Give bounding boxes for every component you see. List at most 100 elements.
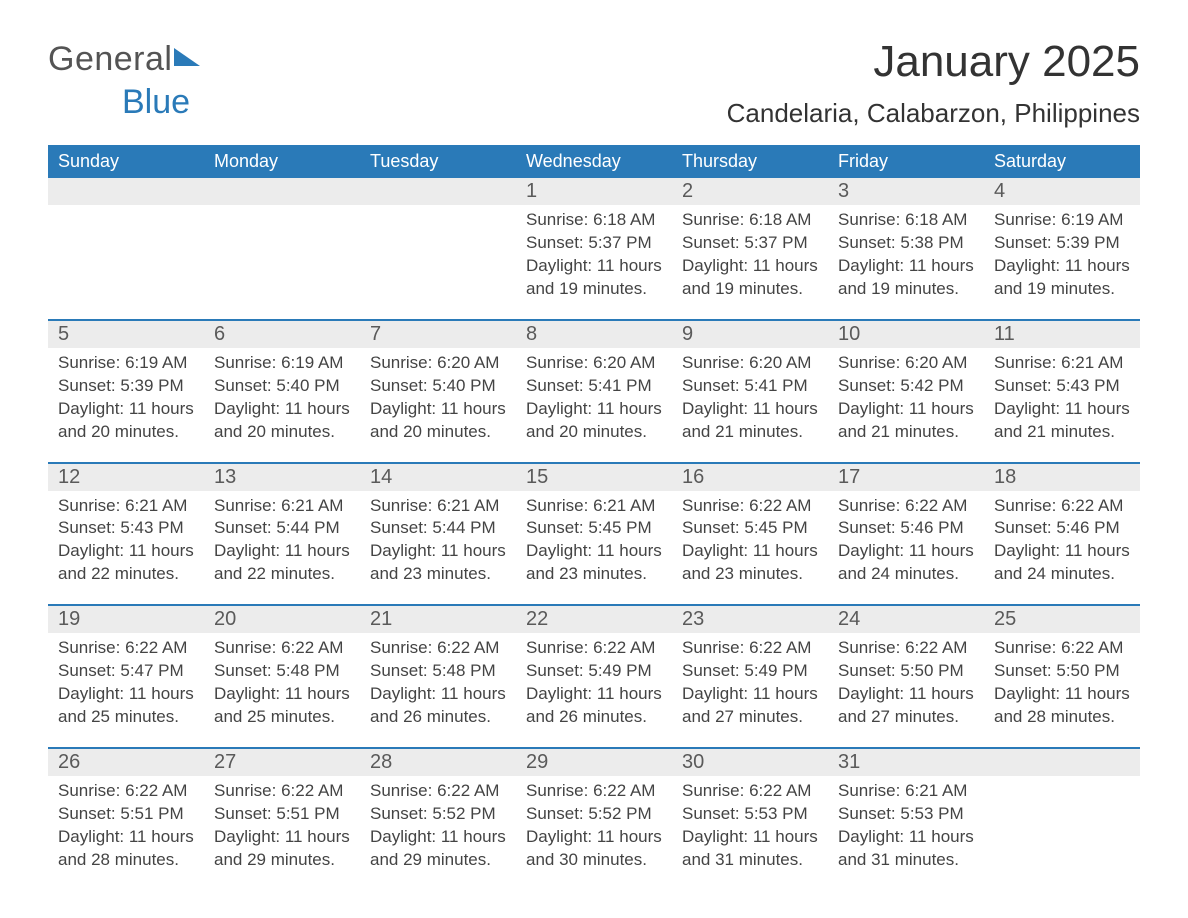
daylight-line: Daylight: 11 hours and 23 minutes.	[526, 540, 662, 586]
sunset-line: Sunset: 5:53 PM	[838, 803, 974, 826]
day-cell: Sunrise: 6:22 AMSunset: 5:50 PMDaylight:…	[984, 633, 1140, 729]
sunrise-line: Sunrise: 6:22 AM	[214, 637, 350, 660]
titles: January 2025 Candelaria, Calabarzon, Phi…	[727, 40, 1140, 129]
day-number	[204, 178, 360, 205]
day-cell-empty	[48, 205, 204, 301]
sunset-line: Sunset: 5:45 PM	[526, 517, 662, 540]
dayheader-fri: Friday	[828, 145, 984, 178]
day-cell: Sunrise: 6:22 AMSunset: 5:49 PMDaylight:…	[516, 633, 672, 729]
daynum-row: 567891011	[48, 319, 1140, 348]
daylight-line: Daylight: 11 hours and 19 minutes.	[526, 255, 662, 301]
day-cell: Sunrise: 6:22 AMSunset: 5:53 PMDaylight:…	[672, 776, 828, 872]
day-cell: Sunrise: 6:19 AMSunset: 5:40 PMDaylight:…	[204, 348, 360, 444]
sunrise-line: Sunrise: 6:21 AM	[370, 495, 506, 518]
header-row: General Blue January 2025 Candelaria, Ca…	[48, 40, 1140, 129]
calendar: Sunday Monday Tuesday Wednesday Thursday…	[48, 145, 1140, 872]
day-number: 24	[828, 606, 984, 633]
sunrise-line: Sunrise: 6:21 AM	[526, 495, 662, 518]
sunrise-line: Sunrise: 6:18 AM	[838, 209, 974, 232]
day-cell: Sunrise: 6:22 AMSunset: 5:48 PMDaylight:…	[360, 633, 516, 729]
weeks-container: 1 23 4 Sunrise: 6:18 AMSunset: 5:37 PMDayli…	[48, 178, 1140, 872]
day-number: 23	[672, 606, 828, 633]
sunrise-line: Sunrise: 6:22 AM	[58, 637, 194, 660]
sunset-line: Sunset: 5:46 PM	[994, 517, 1130, 540]
day-number: 4	[984, 178, 1140, 205]
sunrise-line: Sunrise: 6:21 AM	[214, 495, 350, 518]
daylight-line: Daylight: 11 hours and 26 minutes.	[526, 683, 662, 729]
day-cell: Sunrise: 6:18 AMSunset: 5:37 PMDaylight:…	[672, 205, 828, 301]
sunset-line: Sunset: 5:39 PM	[994, 232, 1130, 255]
sunset-line: Sunset: 5:48 PM	[214, 660, 350, 683]
sunrise-line: Sunrise: 6:22 AM	[994, 637, 1130, 660]
sunrise-line: Sunrise: 6:22 AM	[994, 495, 1130, 518]
day-number: 13	[204, 464, 360, 491]
page: General Blue January 2025 Candelaria, Ca…	[0, 0, 1188, 912]
logo: General Blue	[48, 40, 198, 104]
day-cell: Sunrise: 6:20 AMSunset: 5:41 PMDaylight:…	[672, 348, 828, 444]
day-number: 16	[672, 464, 828, 491]
sunset-line: Sunset: 5:49 PM	[682, 660, 818, 683]
day-number: 22	[516, 606, 672, 633]
day-cell: Sunrise: 6:22 AMSunset: 5:46 PMDaylight:…	[984, 491, 1140, 587]
week-row: 1234Sunrise: 6:18 AMSunset: 5:37 PMDayli…	[48, 178, 1140, 301]
sunrise-line: Sunrise: 6:22 AM	[682, 780, 818, 803]
sunset-line: Sunset: 5:38 PM	[838, 232, 974, 255]
daylight-line: Daylight: 11 hours and 28 minutes.	[994, 683, 1130, 729]
sunset-line: Sunset: 5:45 PM	[682, 517, 818, 540]
week-row: 12131415161718Sunrise: 6:21 AMSunset: 5:…	[48, 462, 1140, 587]
sunrise-line: Sunrise: 6:22 AM	[58, 780, 194, 803]
day-cell: Sunrise: 6:22 AMSunset: 5:51 PMDaylight:…	[48, 776, 204, 872]
day-number: 7	[360, 321, 516, 348]
day-number: 30	[672, 749, 828, 776]
sunrise-line: Sunrise: 6:22 AM	[526, 780, 662, 803]
day-number: 10	[828, 321, 984, 348]
day-cell: Sunrise: 6:21 AMSunset: 5:44 PMDaylight:…	[204, 491, 360, 587]
sunset-line: Sunset: 5:43 PM	[58, 517, 194, 540]
day-number: 3	[828, 178, 984, 205]
week-row: 19202122232425Sunrise: 6:22 AMSunset: 5:…	[48, 604, 1140, 729]
sunset-line: Sunset: 5:51 PM	[214, 803, 350, 826]
sunset-line: Sunset: 5:40 PM	[370, 375, 506, 398]
day-number: 31	[828, 749, 984, 776]
sunset-line: Sunset: 5:48 PM	[370, 660, 506, 683]
day-number	[360, 178, 516, 205]
daylight-line: Daylight: 11 hours and 24 minutes.	[838, 540, 974, 586]
daylight-line: Daylight: 11 hours and 27 minutes.	[682, 683, 818, 729]
sunset-line: Sunset: 5:41 PM	[526, 375, 662, 398]
month-title: January 2025	[727, 40, 1140, 84]
day-cell-empty	[984, 776, 1140, 872]
sunset-line: Sunset: 5:41 PM	[682, 375, 818, 398]
daylight-line: Daylight: 11 hours and 23 minutes.	[370, 540, 506, 586]
day-number: 14	[360, 464, 516, 491]
logo-triangle-icon	[174, 48, 200, 66]
daylight-line: Daylight: 11 hours and 21 minutes.	[838, 398, 974, 444]
dayheader-thu: Thursday	[672, 145, 828, 178]
day-number: 25	[984, 606, 1140, 633]
daylight-line: Daylight: 11 hours and 19 minutes.	[838, 255, 974, 301]
day-cell: Sunrise: 6:20 AMSunset: 5:41 PMDaylight:…	[516, 348, 672, 444]
day-cell: Sunrise: 6:22 AMSunset: 5:45 PMDaylight:…	[672, 491, 828, 587]
sunrise-line: Sunrise: 6:20 AM	[838, 352, 974, 375]
day-cell: Sunrise: 6:19 AMSunset: 5:39 PMDaylight:…	[984, 205, 1140, 301]
daylight-line: Daylight: 11 hours and 29 minutes.	[214, 826, 350, 872]
daylight-line: Daylight: 11 hours and 20 minutes.	[58, 398, 194, 444]
daylight-line: Daylight: 11 hours and 19 minutes.	[994, 255, 1130, 301]
sunrise-line: Sunrise: 6:19 AM	[214, 352, 350, 375]
sunset-line: Sunset: 5:53 PM	[682, 803, 818, 826]
day-number: 18	[984, 464, 1140, 491]
day-cell-empty	[204, 205, 360, 301]
day-number: 1	[516, 178, 672, 205]
day-number: 27	[204, 749, 360, 776]
day-cell: Sunrise: 6:22 AMSunset: 5:47 PMDaylight:…	[48, 633, 204, 729]
sunrise-line: Sunrise: 6:22 AM	[526, 637, 662, 660]
sunrise-line: Sunrise: 6:22 AM	[370, 637, 506, 660]
sunset-line: Sunset: 5:47 PM	[58, 660, 194, 683]
location-title: Candelaria, Calabarzon, Philippines	[727, 98, 1140, 129]
daylight-line: Daylight: 11 hours and 20 minutes.	[370, 398, 506, 444]
day-number	[48, 178, 204, 205]
sunset-line: Sunset: 5:39 PM	[58, 375, 194, 398]
sunrise-line: Sunrise: 6:18 AM	[682, 209, 818, 232]
day-cell: Sunrise: 6:22 AMSunset: 5:52 PMDaylight:…	[516, 776, 672, 872]
sunset-line: Sunset: 5:51 PM	[58, 803, 194, 826]
day-cell: Sunrise: 6:22 AMSunset: 5:46 PMDaylight:…	[828, 491, 984, 587]
